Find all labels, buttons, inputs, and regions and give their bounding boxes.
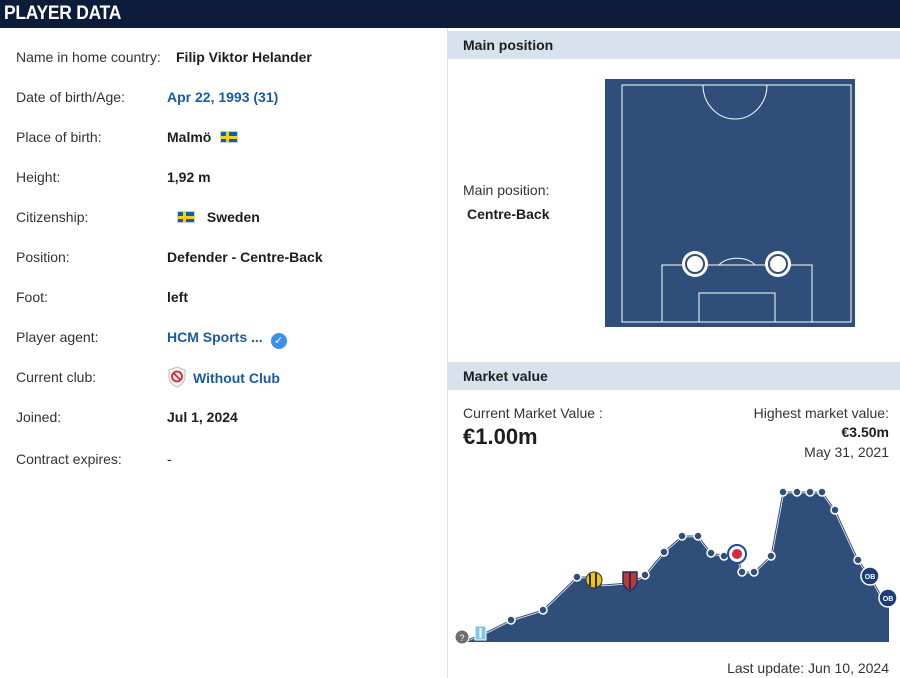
- data-point[interactable]: [778, 487, 788, 497]
- data-point[interactable]: [572, 572, 582, 582]
- data-point[interactable]: [706, 548, 716, 558]
- row-value: left: [167, 289, 188, 305]
- row-label: Contract expires:: [16, 451, 122, 467]
- row-value-wrap: Without Club: [167, 366, 280, 389]
- data-point[interactable]: [853, 555, 863, 565]
- market-value-area: [462, 492, 889, 642]
- position-marker: [765, 251, 791, 277]
- penalty-arc: [718, 257, 756, 266]
- row-label: Current club:: [16, 369, 97, 385]
- row-value: Jul 1, 2024: [167, 409, 238, 425]
- data-point[interactable]: [749, 567, 759, 577]
- last-update: Last update: Jun 10, 2024: [727, 660, 889, 676]
- club-logo-icon[interactable]: [474, 625, 487, 641]
- row-value: Defender - Centre-Back: [167, 249, 323, 265]
- row-label: Name in home country:: [16, 49, 161, 65]
- row-label: Foot:: [16, 289, 48, 305]
- position-marker: [682, 251, 708, 277]
- data-point[interactable]: [719, 551, 729, 561]
- svg-text:OB: OB: [865, 574, 876, 581]
- row-label: Date of birth/Age:: [16, 89, 125, 105]
- club-logo-icon[interactable]: [585, 571, 603, 589]
- citizenship-value: Sweden: [206, 209, 260, 225]
- pitch-background: [605, 79, 855, 327]
- section-header: PLAYER DATA: [0, 0, 900, 28]
- club-logo-icon[interactable]: [727, 544, 747, 564]
- current-market-value: €1.00m: [463, 424, 538, 449]
- row-label: Player agent:: [16, 329, 99, 345]
- birth-date-link[interactable]: Apr 22, 1993 (31): [167, 89, 279, 105]
- verified-icon: ✓: [270, 333, 287, 349]
- data-point[interactable]: [805, 487, 815, 497]
- sweden-flag-icon: [177, 211, 195, 223]
- data-point[interactable]: [538, 605, 548, 615]
- no-club-icon: [168, 366, 186, 388]
- club-logo-icon[interactable]: OB: [878, 588, 898, 608]
- pitch-center-arc: [702, 84, 768, 120]
- row-value-wrap: Malmö: [167, 126, 239, 148]
- row-label: Citizenship:: [16, 209, 89, 225]
- section-title: PLAYER DATA: [4, 3, 122, 24]
- data-point[interactable]: [830, 505, 840, 515]
- club-logo-icon[interactable]: [622, 571, 638, 592]
- market-value-chart[interactable]: ? OB OB: [448, 470, 900, 660]
- goal-area: [698, 292, 776, 323]
- row-value: Filip Viktor Helander: [176, 49, 312, 65]
- data-point[interactable]: [640, 570, 650, 580]
- row-label: Place of birth:: [16, 129, 102, 145]
- data-point[interactable]: [677, 531, 687, 541]
- current-market-value-label: Current Market Value :: [463, 405, 603, 421]
- player-data-list: Name in home country: Filip Viktor Helan…: [0, 28, 447, 678]
- row-label: Position:: [16, 249, 70, 265]
- svg-text:OB: OB: [883, 596, 894, 603]
- svg-text:?: ?: [459, 633, 464, 643]
- row-value: -: [167, 451, 172, 467]
- club-logo-icon[interactable]: ?: [454, 629, 470, 645]
- highest-market-value-label: Highest market value:: [753, 405, 889, 421]
- birth-place-value: Malmö: [167, 129, 212, 145]
- row-value: 1,92 m: [167, 169, 211, 185]
- main-position-header: Main position: [448, 31, 900, 59]
- highest-market-value-date: May 31, 2021: [804, 444, 889, 460]
- row-value-wrap: HCM Sports ... ✓: [167, 326, 287, 349]
- column-divider: [447, 28, 448, 678]
- data-point[interactable]: [737, 567, 747, 577]
- main-position-value: Centre-Back: [467, 206, 550, 222]
- club-link[interactable]: Without Club: [193, 370, 280, 386]
- data-point[interactable]: [817, 487, 827, 497]
- data-point[interactable]: [506, 615, 516, 625]
- highest-market-value: €3.50m: [841, 424, 889, 440]
- row-value-wrap: Sweden: [167, 206, 260, 228]
- row-label: Height:: [16, 169, 61, 185]
- club-logo-icon[interactable]: OB: [860, 566, 880, 586]
- market-value-header: Market value: [448, 362, 900, 390]
- pitch-diagram: [605, 79, 855, 327]
- sweden-flag-icon: [220, 131, 239, 143]
- data-point[interactable]: [766, 551, 776, 561]
- main-position-heading: Main position: [463, 37, 554, 53]
- agent-link[interactable]: HCM Sports ...: [167, 329, 263, 345]
- data-point[interactable]: [792, 487, 802, 497]
- data-point[interactable]: [693, 531, 703, 541]
- row-label: Joined:: [16, 409, 62, 425]
- market-value-heading: Market value: [463, 368, 548, 384]
- data-point[interactable]: [659, 547, 669, 557]
- main-position-label: Main position:: [463, 182, 550, 198]
